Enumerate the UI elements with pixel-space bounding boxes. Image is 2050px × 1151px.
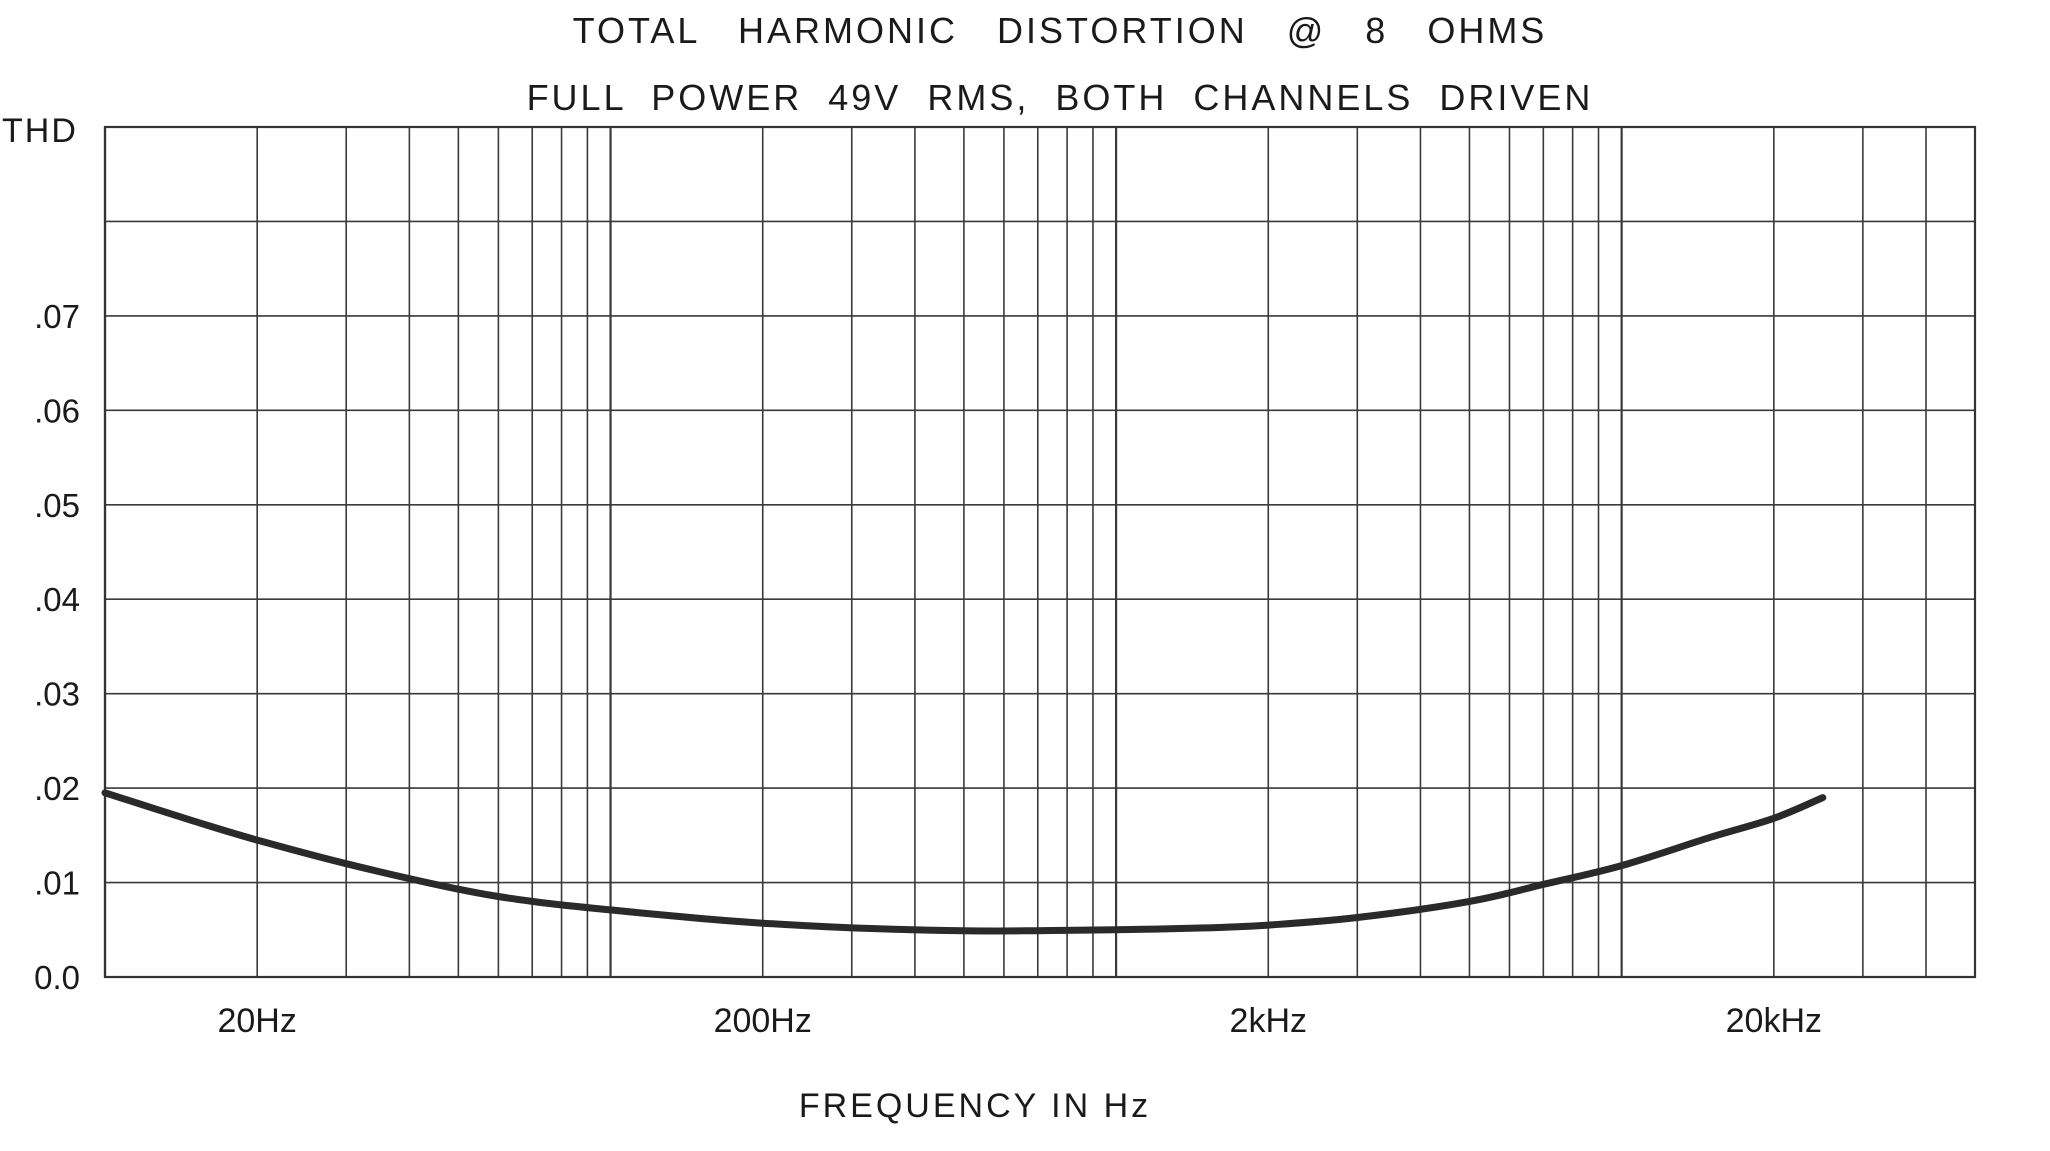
thd-curve xyxy=(101,789,1827,935)
x-tick-label: 2kHz xyxy=(1230,1002,1307,1040)
y-tick-label: .06 xyxy=(34,392,80,429)
plot-frame xyxy=(103,125,1977,979)
y-tick-label: .02 xyxy=(34,770,80,807)
chart-title: TOTAL HARMONIC DISTORTION @ 8 OHMS xyxy=(573,10,1548,51)
series-layer xyxy=(101,789,1827,935)
x-tick-label: 20kHz xyxy=(1726,1002,1822,1040)
x-tick-labels: 20Hz 200Hz 2kHz 20kHz xyxy=(217,1002,1822,1040)
x-tick-label: 20Hz xyxy=(217,1002,296,1040)
y-tick-label: .01 xyxy=(34,865,80,902)
chart-subtitle: FULL POWER 49V RMS, BOTH CHANNELS DRIVEN xyxy=(527,77,1594,118)
y-tick-label: 0.0 xyxy=(34,959,80,996)
y-tick-label: .07 xyxy=(34,298,80,335)
y-tick-label: .03 xyxy=(34,676,80,713)
y-tick-label: .05 xyxy=(34,487,80,524)
y-tick-labels: 0.0 .01 .02 .03 .04 .05 .06 .07 xyxy=(34,298,80,996)
y-tick-label: .04 xyxy=(34,581,80,618)
x-axis-label: FREQUENCY IN Hz xyxy=(799,1087,1151,1125)
x-tick-label: 200Hz xyxy=(714,1002,812,1040)
y-axis-label: THD xyxy=(2,112,78,150)
grid xyxy=(103,126,1976,977)
